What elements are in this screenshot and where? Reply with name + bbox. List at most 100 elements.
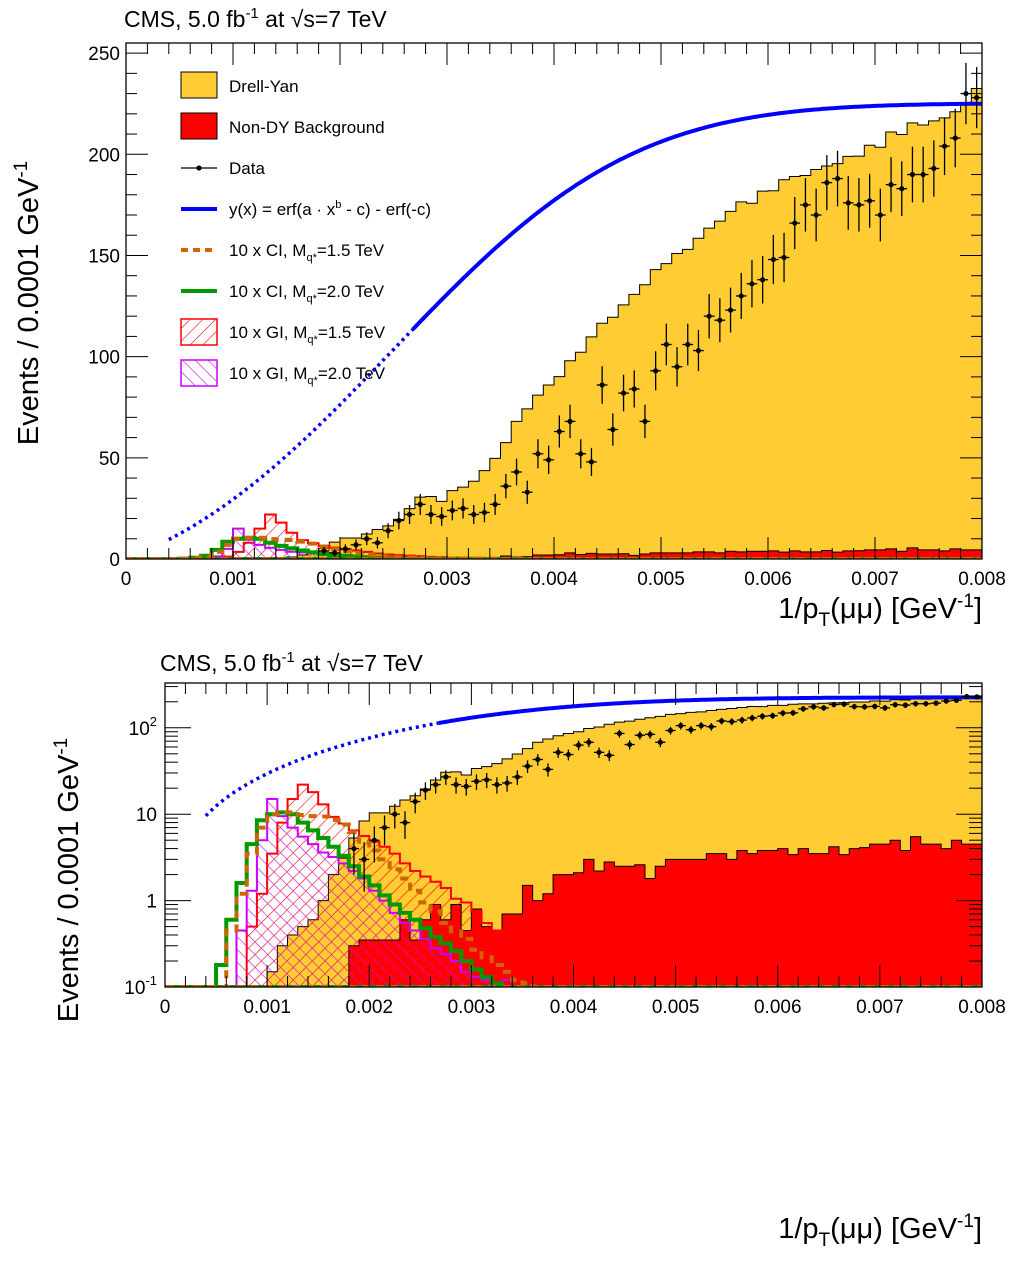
data-point — [351, 845, 357, 852]
x-tick-label: 0.001 — [243, 997, 291, 1018]
data-point — [824, 180, 830, 186]
fit-curve-dotted — [204, 721, 439, 818]
x-tick-label: 0 — [160, 997, 171, 1018]
y-tick-label: 0 — [109, 550, 120, 571]
data-point — [524, 489, 530, 495]
x-tick-label: 0.006 — [744, 569, 792, 590]
data-point — [578, 451, 584, 457]
data-point — [471, 511, 477, 518]
data-point — [449, 507, 455, 514]
y-tick-label: 10-1 — [124, 973, 157, 999]
x-tick-label: 0.004 — [550, 997, 598, 1018]
data-point — [931, 165, 937, 172]
legend: Drell-Yan Non-DY Background Data y(x) = … — [180, 71, 431, 387]
data-point — [872, 703, 878, 709]
data-point — [708, 724, 714, 730]
data-point — [504, 780, 510, 786]
data-point — [473, 778, 480, 784]
x-tick-label: 0.008 — [958, 997, 1006, 1018]
data-point — [555, 749, 561, 755]
x-tick-label: 0.006 — [754, 997, 802, 1018]
data-point — [892, 702, 898, 708]
data-point — [913, 701, 919, 707]
data-point — [802, 202, 809, 208]
legend-label-gi15: 10 x GI, Mq*=1.5 TeV — [229, 323, 386, 346]
data-point — [606, 752, 612, 758]
data-point — [371, 837, 377, 843]
data-point — [396, 517, 402, 524]
data-point — [867, 198, 873, 204]
x-tick-label: 0.005 — [652, 997, 700, 1018]
y-tick-label: 100 — [88, 348, 120, 369]
data-point — [321, 548, 327, 554]
data-point — [494, 782, 500, 788]
data-point — [974, 694, 980, 700]
data-point — [902, 702, 909, 708]
data-point — [513, 469, 520, 475]
data-point — [841, 701, 847, 707]
x-tick-label: 0.005 — [637, 569, 685, 590]
data-point — [845, 200, 851, 206]
data-point — [631, 386, 637, 392]
data-point — [481, 509, 488, 516]
data-point — [514, 774, 520, 780]
data-point — [834, 175, 841, 182]
data-point — [642, 418, 648, 424]
legend-label-non-dy: Non-DY Background — [229, 118, 385, 137]
data-point — [941, 143, 948, 149]
x-tick-label: 0.007 — [856, 997, 904, 1018]
data-point — [556, 428, 562, 435]
data-point — [810, 704, 817, 710]
data-point — [492, 501, 498, 507]
data-point — [770, 256, 776, 263]
data-point — [831, 701, 837, 708]
data-point — [610, 426, 616, 433]
data-point — [953, 697, 960, 703]
bottom-title: CMS, 5.0 fb-1 at √s=7 TeV — [160, 649, 423, 676]
x-tick-label: 0 — [121, 569, 132, 590]
data-point — [657, 739, 663, 745]
top-panel: CMS, 5.0 fb-1 at √s=7 TeV Events / 0.000… — [11, 5, 1006, 631]
x-tick-label: 0.002 — [345, 997, 393, 1018]
data-point — [460, 505, 466, 512]
x-tick-label: 0.002 — [316, 569, 364, 590]
data-point — [727, 307, 734, 313]
data-point — [952, 135, 958, 141]
bottom-ylabel: Events / 0.0001 GeV-1 — [51, 738, 85, 1023]
x-tick-label: 0.007 — [851, 569, 899, 590]
y-tick-label: 10 — [136, 805, 157, 826]
data-point — [899, 186, 905, 192]
legend-label-gi20: 10 x GI, Mq*=2.0 TeV — [229, 364, 386, 387]
data-point — [422, 787, 429, 793]
data-point — [361, 856, 367, 862]
data-point — [586, 739, 592, 745]
data-point — [738, 293, 744, 299]
data-point — [920, 171, 926, 178]
fit-curve — [438, 695, 982, 726]
x-tick-label: 0.004 — [530, 569, 578, 590]
data-point — [877, 212, 883, 218]
data-point — [596, 749, 602, 755]
legend-label-ci15: 10 x CI, Mq*=1.5 TeV — [229, 241, 385, 264]
data-point — [695, 347, 702, 354]
data-point — [546, 457, 552, 463]
data-point — [565, 751, 571, 758]
y-tick-label: 50 — [99, 449, 120, 470]
data-point — [353, 542, 359, 548]
data-point — [342, 546, 348, 552]
data-point — [374, 540, 381, 546]
data-point — [739, 717, 745, 723]
data-point — [406, 511, 413, 518]
data-point — [729, 718, 735, 725]
data-point — [392, 811, 398, 817]
data-point — [749, 281, 755, 287]
data-point — [770, 713, 776, 719]
data-point — [861, 704, 868, 710]
data-point — [792, 220, 798, 226]
data-point — [524, 763, 531, 769]
data-point — [588, 459, 595, 465]
data-point — [933, 700, 939, 706]
data-point — [688, 727, 694, 733]
data-point — [412, 798, 418, 805]
data-point — [402, 819, 408, 826]
